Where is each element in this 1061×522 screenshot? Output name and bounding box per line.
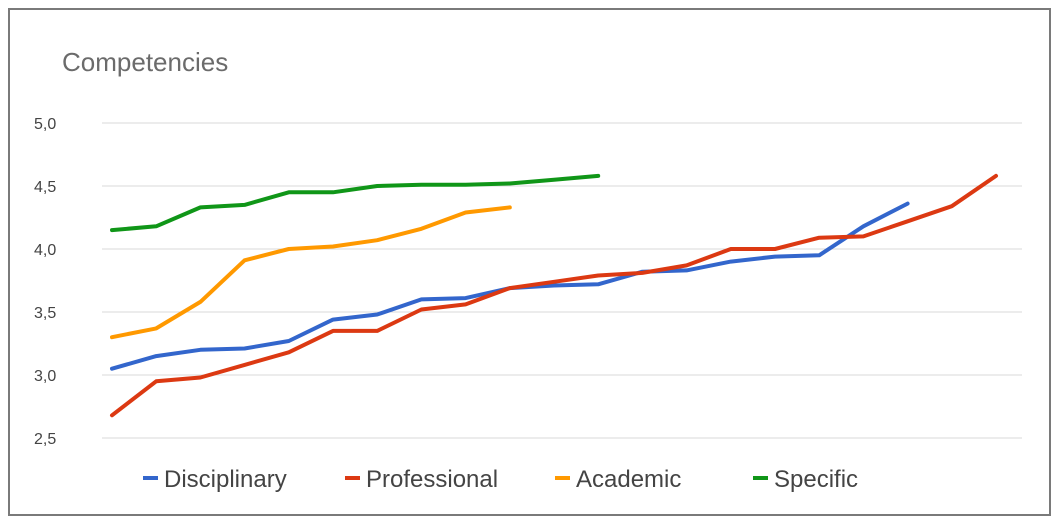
y-tick-label: 2,5 [34, 431, 56, 448]
legend: Disciplinary Professional Academic Specific [143, 466, 858, 493]
legend-label-disciplinary: Disciplinary [164, 466, 287, 493]
legend-label-professional: Professional [366, 466, 498, 493]
chart-frame: Competencies 2,5 3,0 3,5 4,0 4,5 5,0 Discipli… [8, 8, 1051, 516]
chart-title: Competencies [62, 47, 228, 77]
y-tick-label: 4,0 [34, 242, 56, 259]
legend-label-specific: Specific [774, 466, 858, 493]
y-tick-label: 4,5 [34, 179, 56, 196]
series-line-professional [110, 173, 998, 418]
line-chart: Competencies 2,5 3,0 3,5 4,0 4,5 5,0 Discipli… [34, 47, 1022, 493]
legend-label-academic: Academic [576, 466, 681, 493]
y-tick-label: 3,0 [34, 368, 56, 385]
gridlines [102, 122, 1022, 439]
y-axis-ticks: 2,5 3,0 3,5 4,0 4,5 5,0 [34, 116, 56, 448]
y-tick-label: 5,0 [34, 116, 56, 133]
series-line-academic [110, 205, 512, 340]
series-line-specific [110, 173, 601, 233]
y-tick-label: 3,5 [34, 305, 56, 322]
series-lines [110, 173, 998, 418]
